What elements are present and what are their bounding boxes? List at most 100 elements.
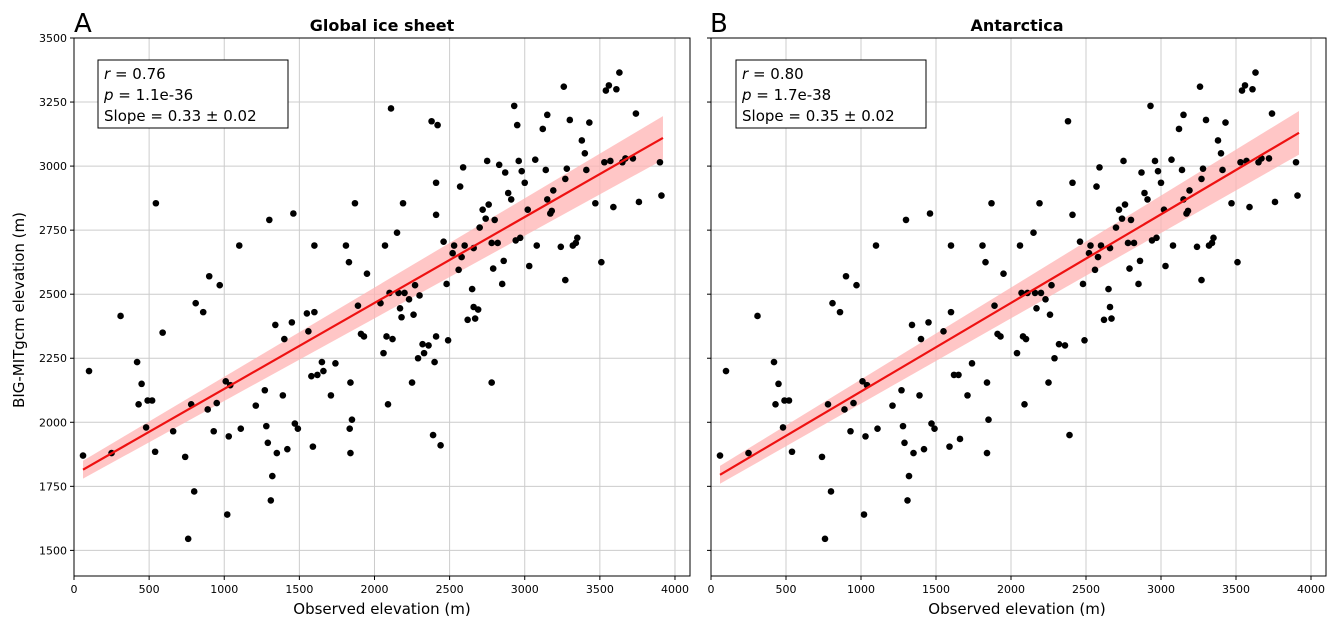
panel-a-data-point: [449, 249, 456, 257]
panel-a-data-point: [602, 87, 610, 94]
panel-a-data-point: [263, 422, 270, 430]
panel-a-data-point: [79, 452, 87, 459]
panel-b-confidence-band: [720, 111, 1299, 484]
panel-a-data-point: [488, 379, 495, 386]
panel-a-data-point: [284, 445, 291, 453]
panel-a-data-point: [583, 166, 590, 174]
panel-a-data-point: [405, 296, 413, 303]
panel-a-data-point: [434, 121, 441, 129]
panel-b-regression-line: [719, 131, 1300, 476]
panel-b-data-point: [1136, 257, 1144, 265]
panel-a-confidence-band: [83, 116, 663, 479]
panel-a-data-point: [216, 281, 224, 289]
panel-a-data-point: [632, 110, 640, 117]
panel-b-x-tick-label: 0: [708, 583, 715, 596]
panel-a-data-point: [393, 229, 401, 237]
panel-b-data-point: [853, 281, 860, 289]
panel-b-data-point: [1127, 216, 1135, 224]
panel-a-data-point: [428, 117, 435, 125]
panel-b-data-point: [955, 371, 962, 379]
panel-a-data-point: [381, 242, 389, 249]
panel-b-x-axis-label: Observed elevation (m): [928, 600, 1105, 618]
panel-a-data-point: [543, 111, 551, 119]
panel-a-x-tick-label: 1000: [210, 583, 238, 596]
panel-a-x-tick-label: 500: [139, 583, 160, 596]
panel-a-data-point: [288, 319, 296, 326]
panel-b-data-point: [827, 488, 835, 495]
panel-b-stats-box: r = 0.80 p = 1.7e-38 Slope = 0.35 ± 0.02: [735, 59, 927, 129]
panel-b-data-point: [988, 199, 995, 207]
panel-b-data-point: [1144, 196, 1151, 203]
panel-a-y-tick-label: 3250: [39, 96, 67, 109]
panel-a-data-point: [607, 157, 614, 165]
panel-b-p-label: p: [741, 86, 752, 104]
panel-b-data-point: [1097, 242, 1105, 249]
panel-b-data-point: [1069, 179, 1076, 187]
panel-a-data-point: [281, 335, 288, 343]
svg-text:r = 0.80: r = 0.80: [742, 65, 804, 83]
panel-b-data-point: [947, 308, 955, 316]
panel-a-data-point: [347, 449, 354, 457]
panel-a-data-point: [525, 262, 533, 270]
panel-b-data-point: [779, 424, 787, 431]
panel-a-data-point: [135, 401, 142, 408]
panel-b-data-point: [1091, 266, 1099, 274]
panel-a-data-point: [133, 358, 141, 366]
panel-a-data-point: [494, 239, 501, 247]
panel-b-r-label: r: [742, 65, 749, 83]
panel-a-data-point: [117, 312, 124, 320]
panel-b-data-point: [1168, 156, 1175, 163]
panel-b-data-point: [1202, 116, 1210, 124]
panel-a-data-point: [237, 425, 245, 432]
panel-a-data-point: [574, 234, 581, 242]
panel-a-data-point: [658, 192, 665, 199]
panel-a-data-point: [305, 328, 312, 335]
panel-b-data-point: [901, 439, 908, 447]
panel-b-data-point: [841, 406, 848, 413]
panel-b-data-point: [754, 312, 761, 320]
panel-a-data-point: [346, 425, 353, 432]
panel-b-data-point: [1292, 158, 1300, 166]
panel-a-data-point: [266, 216, 273, 224]
panel-a-data-point: [498, 280, 506, 288]
svg-text:p = 1.7e-38: p = 1.7e-38: [741, 86, 831, 104]
panel-b-data-point: [991, 302, 998, 310]
panel-b-data-point: [874, 425, 881, 432]
panel-a-data-point: [225, 433, 233, 440]
panel-a-p-label: p: [103, 86, 114, 104]
panel-b-data-point: [1105, 285, 1112, 293]
panel-b-data-point: [1093, 183, 1100, 190]
panel-b-data-point: [1151, 157, 1159, 165]
panel-b-data-point: [1061, 342, 1069, 349]
panel-a-data-point: [444, 337, 452, 344]
panel-b-data-point: [1130, 239, 1138, 247]
panel-a-data-point: [235, 242, 243, 249]
panel-b-data-point: [1186, 187, 1193, 194]
panel-a-slope: Slope = 0.33 ± 0.02: [104, 107, 257, 125]
panel-a-data-point: [432, 211, 440, 219]
panel-a-data-point: [458, 253, 465, 261]
panel-b-data-point: [1079, 280, 1087, 288]
panel-b-x-tick-label: 1000: [847, 583, 875, 596]
panel-b-data-point: [1055, 340, 1063, 348]
panel-b-data-point: [920, 445, 928, 453]
panel-a-x-axis-label: Observed elevation (m): [293, 600, 470, 618]
panel-b-data-point: [1193, 243, 1201, 251]
panel-b-data-point: [775, 380, 782, 388]
panel-a-data-point: [332, 360, 339, 367]
panel-a-data-point: [303, 310, 311, 317]
panel-a-data-point: [411, 281, 419, 289]
panel-b-data-point: [889, 402, 896, 409]
panel-b-data-point: [1094, 253, 1102, 261]
panel-a-plot: 0 500 1000 1500 2000 2500 3000 3500 4000 1500 1750…: [39, 32, 691, 596]
panel-a-data-point: [181, 453, 189, 461]
panel-b-data-point: [1268, 110, 1276, 117]
panel-b-p-value: = 1.7e-38: [752, 86, 832, 104]
panel-a-data-point: [354, 302, 362, 310]
panel-a-data-point: [443, 280, 450, 288]
panel-a-data-point: [483, 157, 491, 165]
panel-a-data-point: [578, 137, 586, 144]
panel-b-data-point: [898, 386, 905, 394]
panel-b-data-point: [1237, 158, 1244, 166]
panel-b-data-point: [1036, 199, 1043, 207]
